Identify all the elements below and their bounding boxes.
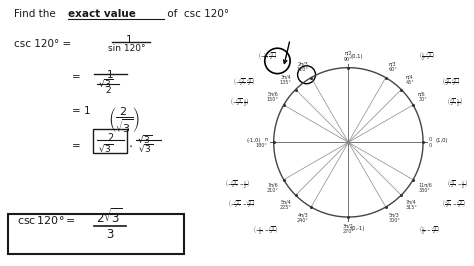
Text: (0,-1): (0,-1) bbox=[351, 226, 365, 231]
Text: $\sqrt{3}$: $\sqrt{3}$ bbox=[137, 133, 153, 145]
Text: =: = bbox=[72, 141, 80, 151]
Text: 3: 3 bbox=[106, 228, 114, 241]
Text: $\left(\dfrac{2}{\sqrt{3}}\right)$: $\left(\dfrac{2}{\sqrt{3}}\right)$ bbox=[109, 106, 140, 135]
Text: csc 120° =: csc 120° = bbox=[14, 39, 71, 49]
Text: 2π/3
120°: 2π/3 120° bbox=[296, 62, 308, 72]
Text: 4π/3
240°: 4π/3 240° bbox=[296, 212, 308, 223]
Text: $\sqrt{3}$: $\sqrt{3}$ bbox=[98, 142, 114, 154]
Text: π/6
30°: π/6 30° bbox=[418, 91, 427, 102]
Text: =: = bbox=[72, 72, 80, 82]
Text: sin 120°: sin 120° bbox=[109, 44, 146, 53]
Text: 1: 1 bbox=[107, 70, 114, 80]
Text: $\left(\frac{\sqrt{3}}{2},\frac{1}{2}\right)$: $\left(\frac{\sqrt{3}}{2},\frac{1}{2}\ri… bbox=[447, 95, 463, 108]
Text: $\left(-\frac{\sqrt{3}}{2},\frac{1}{2}\right)$: $\left(-\frac{\sqrt{3}}{2},\frac{1}{2}\r… bbox=[230, 95, 250, 108]
Text: 5π/4
225°: 5π/4 225° bbox=[280, 200, 292, 210]
Text: 2: 2 bbox=[107, 133, 113, 143]
Text: = 1: = 1 bbox=[72, 106, 90, 117]
Text: $\left(-\frac{1}{2},-\frac{\sqrt{3}}{2}\right)$: $\left(-\frac{1}{2},-\frac{\sqrt{3}}{2}\… bbox=[253, 223, 277, 236]
Text: π/2
90°: π/2 90° bbox=[344, 51, 353, 62]
Text: 7π/6
210°: 7π/6 210° bbox=[267, 183, 279, 193]
Text: 0
0: 0 0 bbox=[429, 137, 432, 148]
Text: $\sqrt{3}$: $\sqrt{3}$ bbox=[98, 77, 114, 89]
Text: π
180°: π 180° bbox=[256, 137, 268, 148]
Text: ⋅: ⋅ bbox=[128, 141, 132, 154]
Text: π/4
45°: π/4 45° bbox=[405, 74, 414, 85]
Text: $\left(-\frac{\sqrt{3}}{2},-\frac{1}{2}\right)$: $\left(-\frac{\sqrt{3}}{2},-\frac{1}{2}\… bbox=[225, 177, 250, 190]
Text: (1,0): (1,0) bbox=[436, 138, 448, 143]
Text: $\left(-\frac{1}{2},\frac{\sqrt{3}}{2}\right)$: $\left(-\frac{1}{2},\frac{\sqrt{3}}{2}\r… bbox=[258, 49, 277, 62]
Text: (0,1): (0,1) bbox=[351, 54, 363, 59]
Text: 2: 2 bbox=[106, 86, 111, 95]
Text: 7π/4
315°: 7π/4 315° bbox=[405, 200, 417, 210]
Text: $2\sqrt{3}$: $2\sqrt{3}$ bbox=[96, 207, 123, 226]
Text: $\left(-\frac{\sqrt{2}}{2},\frac{\sqrt{2}}{2}\right)$: $\left(-\frac{\sqrt{2}}{2},\frac{\sqrt{2… bbox=[233, 74, 255, 88]
Text: π/3
60°: π/3 60° bbox=[389, 62, 398, 72]
Text: $\sqrt{3}$: $\sqrt{3}$ bbox=[138, 142, 154, 154]
Text: $\left(\frac{\sqrt{3}}{2},-\frac{1}{2}\right)$: $\left(\frac{\sqrt{3}}{2},-\frac{1}{2}\r… bbox=[447, 177, 468, 190]
Text: (-1,0): (-1,0) bbox=[246, 138, 261, 143]
Text: $\csc 120° =$: $\csc 120° =$ bbox=[17, 214, 76, 226]
Text: of  csc 120°: of csc 120° bbox=[164, 9, 229, 19]
Text: 5π/3
300°: 5π/3 300° bbox=[389, 212, 401, 223]
Text: 11π/6
330°: 11π/6 330° bbox=[418, 183, 432, 193]
Text: $\left(\frac{1}{2},\frac{\sqrt{3}}{2}\right)$: $\left(\frac{1}{2},\frac{\sqrt{3}}{2}\ri… bbox=[419, 49, 435, 62]
Text: $\left(\frac{1}{2},-\frac{\sqrt{3}}{2}\right)$: $\left(\frac{1}{2},-\frac{\sqrt{3}}{2}\r… bbox=[419, 223, 440, 236]
Text: Find the: Find the bbox=[14, 9, 59, 19]
Text: 3π/2
270°: 3π/2 270° bbox=[342, 223, 355, 234]
Text: $\left(\frac{\sqrt{2}}{2},\frac{\sqrt{2}}{2}\right)$: $\left(\frac{\sqrt{2}}{2},\frac{\sqrt{2}… bbox=[442, 74, 460, 88]
Text: $\left(-\frac{\sqrt{2}}{2},-\frac{\sqrt{2}}{2}\right)$: $\left(-\frac{\sqrt{2}}{2},-\frac{\sqrt{… bbox=[228, 197, 255, 210]
Text: 5π/6
150°: 5π/6 150° bbox=[267, 91, 279, 102]
Text: 1: 1 bbox=[126, 35, 133, 45]
Text: 3π/4
135°: 3π/4 135° bbox=[280, 74, 292, 85]
Text: $\left(\frac{\sqrt{2}}{2},-\frac{\sqrt{2}}{2}\right)$: $\left(\frac{\sqrt{2}}{2},-\frac{\sqrt{2… bbox=[442, 197, 465, 210]
Text: exact value: exact value bbox=[68, 9, 136, 19]
